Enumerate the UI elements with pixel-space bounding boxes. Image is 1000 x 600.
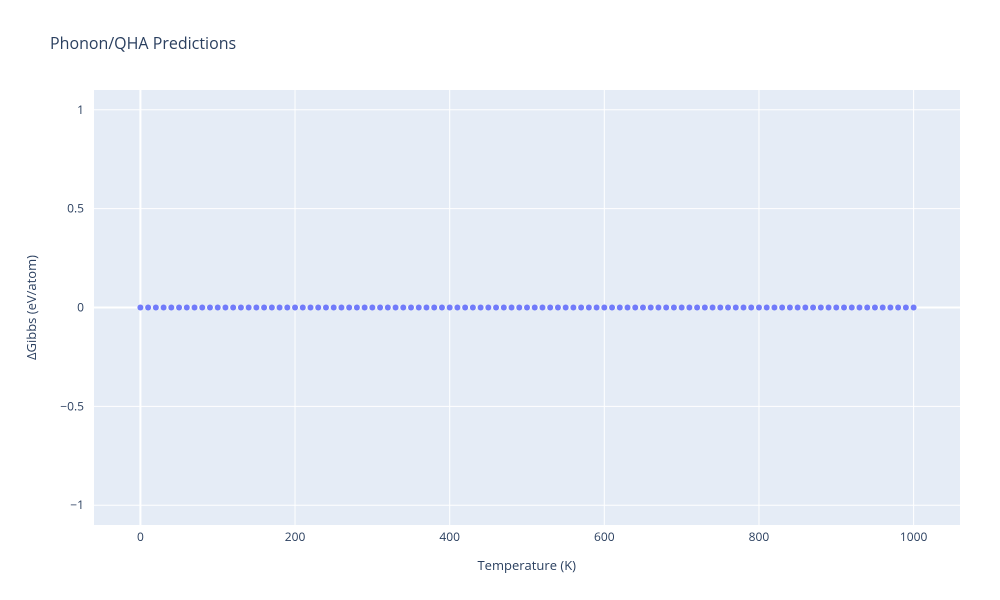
y-tick-label: −0.5	[60, 397, 84, 414]
y-tick-label: −1	[70, 496, 84, 513]
y-tick-label: 0	[77, 299, 84, 316]
x-tick-label: 600	[594, 528, 615, 545]
x-tick-label: 0	[137, 528, 144, 545]
x-tick-label: 800	[749, 528, 770, 545]
x-tick-label: 1000	[900, 528, 928, 545]
data-series	[137, 305, 916, 311]
chart-plot[interactable]: 0 200 400 600 800 1000 −1 −0.5 0 0.5 1	[0, 0, 1000, 600]
chart-container: Phonon/QHA Predictions ΔGibbs (eV/atom) …	[0, 0, 1000, 600]
y-tick-label: 0.5	[67, 200, 84, 217]
y-tick-label: 1	[77, 101, 84, 118]
x-tick-label: 400	[439, 528, 460, 545]
x-tick-label: 200	[285, 528, 306, 545]
